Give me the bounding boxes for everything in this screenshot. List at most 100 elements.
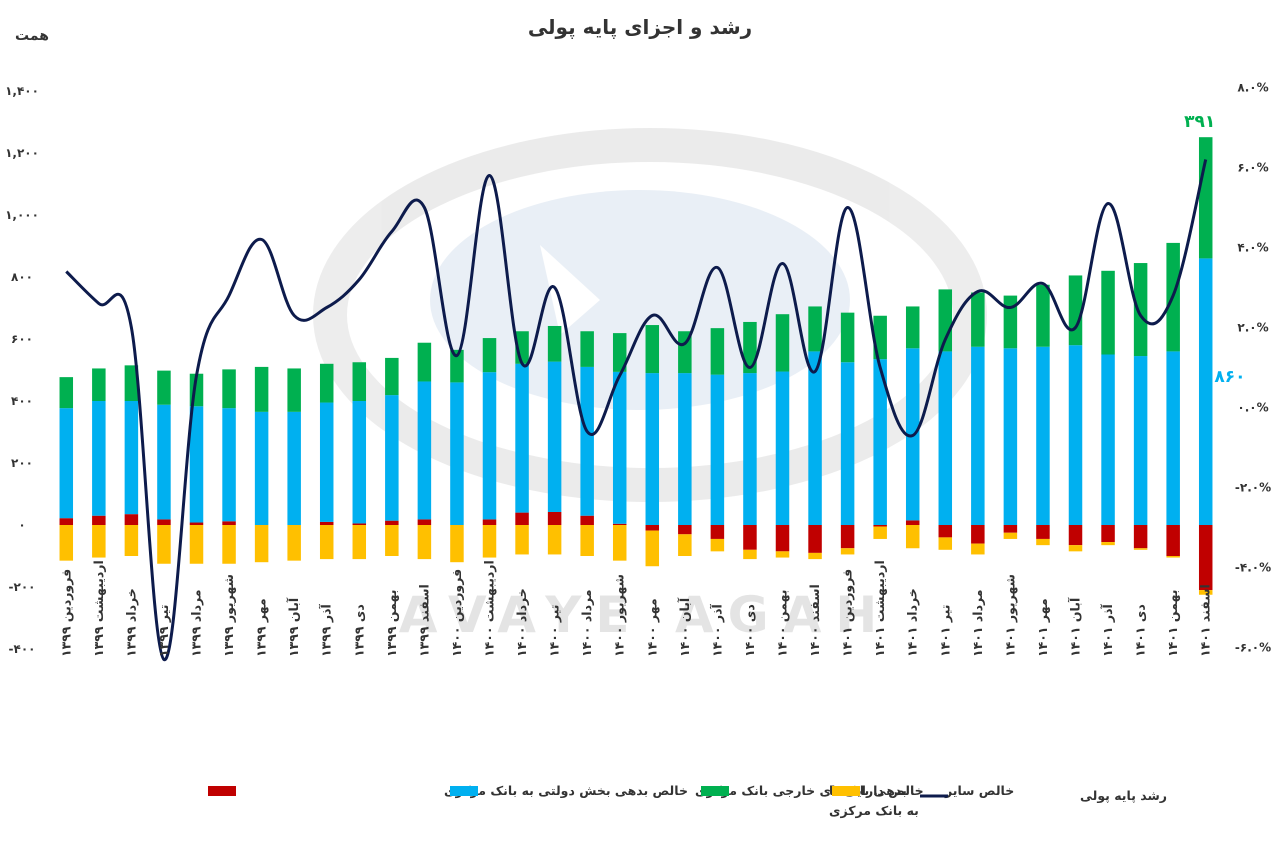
bar-other bbox=[743, 549, 757, 560]
bar-gov-debt bbox=[222, 521, 236, 525]
x-tick-label: آبان ۱۴۰۱ bbox=[1068, 597, 1083, 657]
x-tick-label: خرداد ۱۴۰۰ bbox=[514, 588, 529, 657]
x-tick-label: اردیبهشت ۱۴۰۰ bbox=[482, 560, 497, 657]
bar-gov-debt bbox=[775, 525, 790, 552]
x-tick-label: اردیبهشت ۱۳۹۹ bbox=[91, 560, 106, 657]
bar-bank-debt bbox=[808, 306, 822, 352]
annotation-bank-debt-value: ۳۹۱ bbox=[1184, 112, 1215, 132]
bar-gov-debt bbox=[678, 525, 692, 535]
legend-swatch bbox=[832, 786, 860, 796]
watermark-star bbox=[540, 245, 600, 335]
bar-other bbox=[938, 537, 953, 550]
bar-foreign-assets bbox=[515, 363, 529, 513]
bar-bank-debt bbox=[1101, 270, 1115, 355]
bar-foreign-assets bbox=[1166, 351, 1180, 525]
bar-foreign-assets bbox=[92, 401, 106, 516]
bar-other bbox=[287, 525, 301, 561]
bar-bank-debt bbox=[645, 325, 660, 374]
bar-bank-debt bbox=[417, 342, 432, 382]
x-tick-label: مرداد ۱۳۹۹ bbox=[189, 589, 204, 657]
legend-swatch bbox=[701, 786, 729, 796]
y-tick-label: -۴۰۰ bbox=[9, 642, 36, 656]
bar-foreign-assets bbox=[710, 374, 725, 525]
x-tick-label: اسفند ۱۴۰۰ bbox=[807, 584, 822, 657]
x-tick-label: آذر ۱۳۹۹ bbox=[319, 604, 334, 657]
y2-tick-label: ۰.۰% bbox=[1237, 401, 1268, 415]
bar-gov-debt bbox=[873, 525, 887, 527]
bar-gov-debt bbox=[59, 518, 74, 525]
bar-bank-debt bbox=[743, 321, 757, 374]
bar-other bbox=[971, 543, 985, 555]
bar-other bbox=[873, 526, 887, 539]
bar-foreign-assets bbox=[971, 346, 985, 525]
bar-foreign-assets bbox=[385, 395, 399, 521]
x-tick-label: دی ۱۴۰۱ bbox=[1133, 604, 1148, 657]
y2-tick-label: ۲.۰% bbox=[1237, 321, 1268, 335]
bar-foreign-assets bbox=[808, 351, 822, 525]
bar-foreign-assets bbox=[1133, 356, 1148, 525]
bar-foreign-assets bbox=[157, 404, 171, 520]
y-tick-label: -۲۰۰ bbox=[9, 580, 36, 594]
bar-other bbox=[385, 525, 399, 556]
bar-foreign-assets bbox=[775, 371, 790, 525]
y-tick-label: ۸۰۰ bbox=[11, 270, 33, 284]
x-tick-label: شهریور ۱۴۰۱ bbox=[1002, 574, 1017, 657]
x-tick-label: دی ۱۳۹۹ bbox=[351, 604, 366, 657]
bar-gov-debt bbox=[1068, 525, 1083, 546]
bar-gov-debt bbox=[124, 514, 139, 525]
bar-other bbox=[775, 551, 790, 558]
bar-gov-debt bbox=[1133, 525, 1148, 549]
bar-other bbox=[1133, 548, 1148, 550]
bar-gov-debt bbox=[743, 525, 757, 550]
bar-other bbox=[645, 530, 660, 567]
bar-foreign-assets bbox=[645, 373, 660, 525]
bar-other bbox=[808, 552, 822, 560]
y2-tick-label: ۶.۰% bbox=[1237, 161, 1268, 175]
bar-gov-debt bbox=[482, 519, 497, 525]
bar-gov-debt bbox=[580, 515, 594, 525]
bar-other bbox=[1198, 590, 1213, 595]
bar-other bbox=[1036, 538, 1050, 546]
bar-bank-debt bbox=[59, 377, 74, 409]
bar-bank-debt bbox=[319, 363, 334, 403]
bar-gov-debt bbox=[352, 523, 367, 525]
bar-other bbox=[905, 525, 920, 549]
bar-other bbox=[254, 525, 269, 563]
x-tick-label: تیر ۱۴۰۱ bbox=[937, 605, 952, 657]
bar-other bbox=[710, 538, 725, 552]
bar-gov-debt bbox=[840, 525, 855, 549]
x-tick-label: مهر ۱۳۹۹ bbox=[254, 598, 269, 657]
bar-other bbox=[1166, 556, 1180, 558]
x-tick-label: بهمن ۱۴۰۱ bbox=[1165, 590, 1180, 657]
bar-gov-debt bbox=[938, 525, 953, 538]
x-tick-label: دی ۱۴۰۰ bbox=[742, 604, 757, 657]
bar-foreign-assets bbox=[840, 362, 855, 525]
bar-foreign-assets bbox=[1068, 345, 1083, 525]
legend-label: خالص دارایی‌های خارجی بانک مرکزی bbox=[695, 783, 924, 798]
bar-other bbox=[124, 525, 139, 556]
bar-other bbox=[580, 525, 594, 556]
bar-other bbox=[1101, 542, 1115, 546]
bar-bank-debt bbox=[1068, 275, 1083, 346]
bar-bank-debt bbox=[612, 333, 627, 372]
bar-other bbox=[1003, 532, 1018, 539]
bar-bank-debt bbox=[482, 338, 497, 373]
bar-gov-debt bbox=[612, 523, 627, 525]
bar-gov-debt bbox=[92, 515, 106, 525]
bar-other bbox=[59, 525, 74, 561]
y-tick-label: ۱,۰۰۰ bbox=[5, 208, 39, 222]
x-tick-label: مهر ۱۴۰۰ bbox=[644, 598, 659, 657]
bar-gov-debt bbox=[645, 525, 660, 531]
bar-bank-debt bbox=[580, 331, 594, 367]
bar-gov-debt bbox=[515, 512, 529, 525]
bar-foreign-assets bbox=[254, 411, 269, 525]
x-tick-label: آذر ۱۴۰۱ bbox=[1100, 604, 1115, 657]
bar-gov-debt bbox=[157, 519, 171, 525]
x-tick-label: خرداد ۱۳۹۹ bbox=[123, 588, 138, 657]
bar-bank-debt bbox=[1003, 295, 1018, 349]
bar-gov-debt bbox=[1166, 525, 1180, 556]
bar-gov-debt bbox=[808, 525, 822, 553]
bar-bank-debt bbox=[124, 365, 139, 401]
